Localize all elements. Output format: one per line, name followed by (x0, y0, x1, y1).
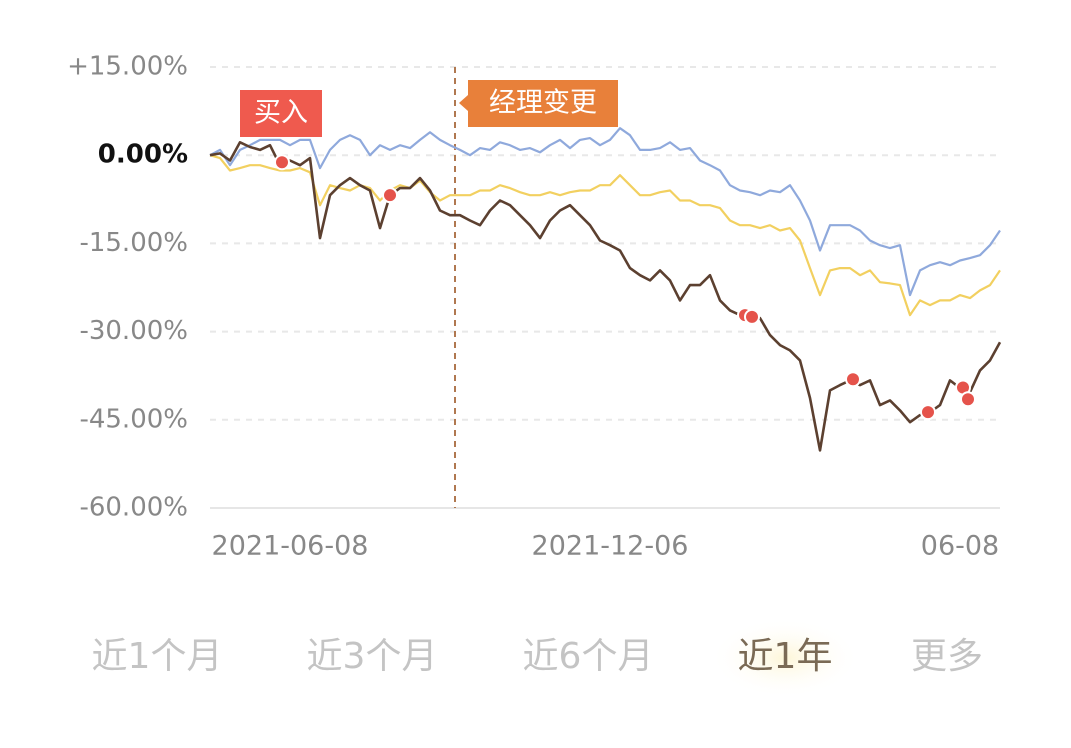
series-line (209, 154, 1001, 317)
buy-point (920, 404, 936, 421)
x-tick-label: 06-08 (921, 531, 999, 562)
buy-label: 买入 (254, 98, 308, 129)
x-tick-label: 2021-06-08 (212, 531, 369, 562)
y-tick-label: -60.00% (79, 493, 188, 523)
series-line (209, 127, 1001, 297)
range-tab[interactable]: 近1年 (738, 636, 833, 677)
y-tick-label: -45.00% (79, 404, 188, 434)
buy-point (382, 187, 398, 204)
y-tick-label: +15.00% (67, 52, 188, 82)
annotation-text: 经理变更 (489, 88, 597, 119)
range-tab[interactable]: 近3个月 (307, 636, 438, 677)
buy-label-box (240, 90, 322, 137)
range-tab[interactable]: 近6个月 (523, 636, 654, 677)
x-tick-label: 2021-12-06 (532, 531, 689, 562)
buy-point (845, 371, 861, 388)
buy-point (274, 154, 290, 171)
range-tab[interactable]: 更多 (911, 636, 983, 677)
y-tick-label: -30.00% (79, 316, 188, 346)
y-tick-label: 0.00% (98, 140, 188, 170)
buy-point (960, 391, 976, 408)
y-tick-label: -15.00% (79, 228, 188, 258)
annotation-box (459, 80, 618, 127)
series-line (209, 141, 1002, 452)
range-tab[interactable]: 近1个月 (92, 636, 223, 677)
buy-point (744, 308, 760, 325)
active-tab-glow (710, 618, 860, 698)
